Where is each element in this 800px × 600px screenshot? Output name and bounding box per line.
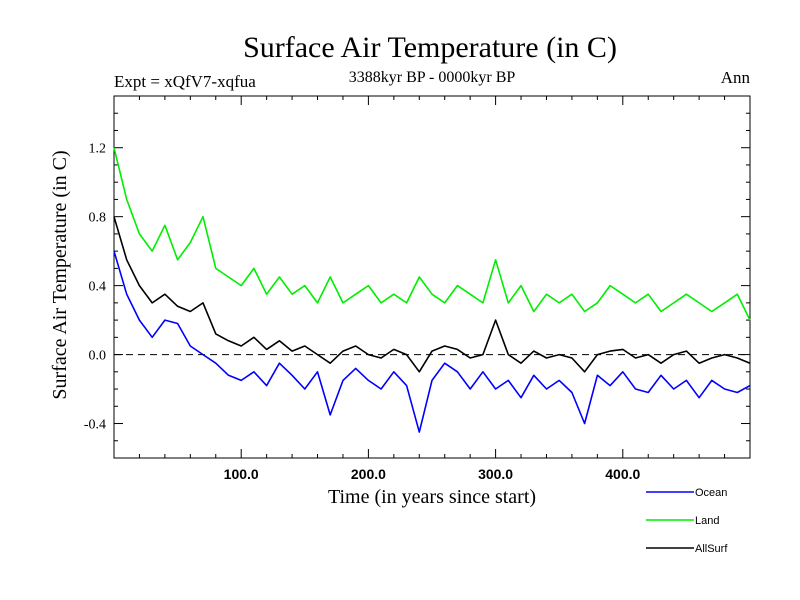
legend-label-ocean: Ocean bbox=[695, 487, 727, 499]
y-axis-label: Surface Air Temperature (in C) bbox=[49, 150, 71, 399]
x-tick-label: 300.0 bbox=[478, 466, 513, 482]
legend-label-land: Land bbox=[695, 515, 719, 527]
y-tick-label: 0.4 bbox=[89, 280, 107, 295]
y-tick-label: -0.4 bbox=[84, 418, 106, 433]
x-tick-label: 200.0 bbox=[351, 466, 386, 482]
series-line-land bbox=[113, 147, 751, 321]
x-tick-label: 100.0 bbox=[224, 466, 259, 482]
legend: Ocean Land AllSurf bbox=[646, 487, 728, 555]
expt-label: Expt = xQfV7-xqfua bbox=[114, 72, 256, 91]
y-tick-label: 1.2 bbox=[89, 142, 107, 157]
season-label: Ann bbox=[721, 68, 751, 87]
series-line-ocean bbox=[113, 250, 751, 433]
y-tick-label: 0.0 bbox=[89, 349, 107, 364]
chart-subtitle: 3388kyr BP - 0000kyr BP bbox=[349, 69, 516, 86]
plot-frame bbox=[113, 95, 751, 459]
x-axis-label: Time (in years since start) bbox=[328, 486, 536, 508]
x-tick-label: 400.0 bbox=[605, 466, 640, 482]
chart-title: Surface Air Temperature (in C) bbox=[243, 31, 617, 64]
series-line-allsurf bbox=[113, 216, 751, 373]
legend-label-allsurf: AllSurf bbox=[695, 543, 728, 555]
y-tick-label: 0.8 bbox=[89, 211, 107, 226]
plot-area: 100.0 200.0 300.0 400.0 -0.4 0.0 0.4 0.8 1.2 bbox=[84, 95, 751, 482]
